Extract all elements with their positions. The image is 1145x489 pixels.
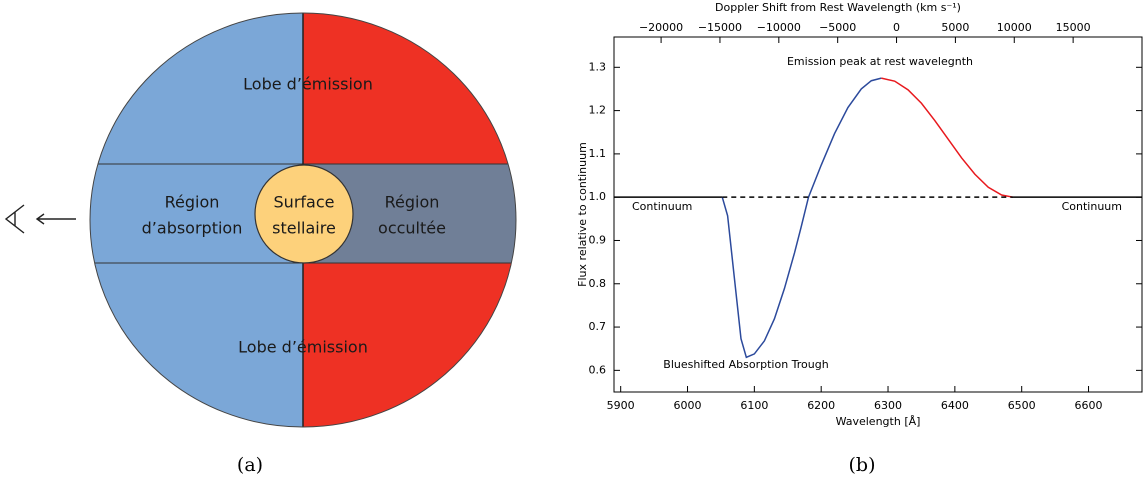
annotation: Continuum xyxy=(1062,200,1122,213)
x2-tick-label: 10000 xyxy=(997,21,1032,34)
label: Surface xyxy=(274,193,335,212)
annotation: Blueshifted Absorption Trough xyxy=(663,358,828,371)
x-axis-label: Wavelength [Å] xyxy=(836,415,921,428)
disk-outline xyxy=(89,12,517,428)
x-tick-label: 6000 xyxy=(674,399,702,412)
y-axis-label: Flux relative to continuum xyxy=(576,142,589,287)
x2-axis-label: Doppler Shift from Rest Wavelength (km s… xyxy=(715,1,961,14)
x2-tick-label: −10000 xyxy=(757,21,801,34)
x-tick-label: 6400 xyxy=(941,399,969,412)
label: d’absorption xyxy=(142,219,243,238)
chart: 5900 6000 6100 6200 6300 6400 6500 6600 −20000 −1… xyxy=(576,1,1143,476)
x2-tick-label: −15000 xyxy=(698,21,742,34)
annotation: Continuum xyxy=(632,200,692,213)
x-tick-label: 6600 xyxy=(1075,399,1103,412)
arrow xyxy=(35,213,76,225)
plot-frame xyxy=(613,36,1143,393)
x2-tick-label: −5000 xyxy=(819,21,856,34)
diagram: Lobe d’émission Région d’absorption Surf… xyxy=(4,12,517,476)
observer-eye xyxy=(4,204,25,234)
label: stellaire xyxy=(272,219,336,238)
line xyxy=(881,77,1014,198)
y-tick-label: 0.8 xyxy=(589,277,607,290)
stellar-surface xyxy=(254,164,354,264)
label: Région xyxy=(385,193,440,212)
label: Lobe d’émission xyxy=(243,75,373,94)
x-tick-label: 5900 xyxy=(607,399,635,412)
caption: (a) xyxy=(237,454,263,476)
x2-tick-label: 0 xyxy=(893,21,900,34)
y-tick-label: 1.2 xyxy=(589,104,607,117)
y-tick-label: 0.6 xyxy=(589,363,607,376)
y-tick-label: 1.0 xyxy=(589,190,607,203)
label: Lobe d’émission xyxy=(238,338,368,357)
x2-tick-label: 15000 xyxy=(1056,21,1091,34)
line xyxy=(721,77,882,359)
x-tick-label: 6200 xyxy=(807,399,835,412)
y-tick-label: 0.9 xyxy=(589,233,607,246)
annotation: Emission peak at rest wavelegnth xyxy=(787,55,973,68)
y-tick-label: 1.3 xyxy=(589,60,607,73)
x2-tick-label: 5000 xyxy=(941,21,969,34)
label: occultée xyxy=(378,219,446,238)
y-tick-label: 1.1 xyxy=(589,147,607,160)
y-tick-label: 0.7 xyxy=(589,320,607,333)
caption: (b) xyxy=(849,454,876,476)
x2-tick-label: −20000 xyxy=(639,21,683,34)
x-tick-label: 6500 xyxy=(1008,399,1036,412)
x-tick-label: 6300 xyxy=(874,399,902,412)
label: Région xyxy=(165,193,220,212)
x-tick-label: 6100 xyxy=(740,399,768,412)
